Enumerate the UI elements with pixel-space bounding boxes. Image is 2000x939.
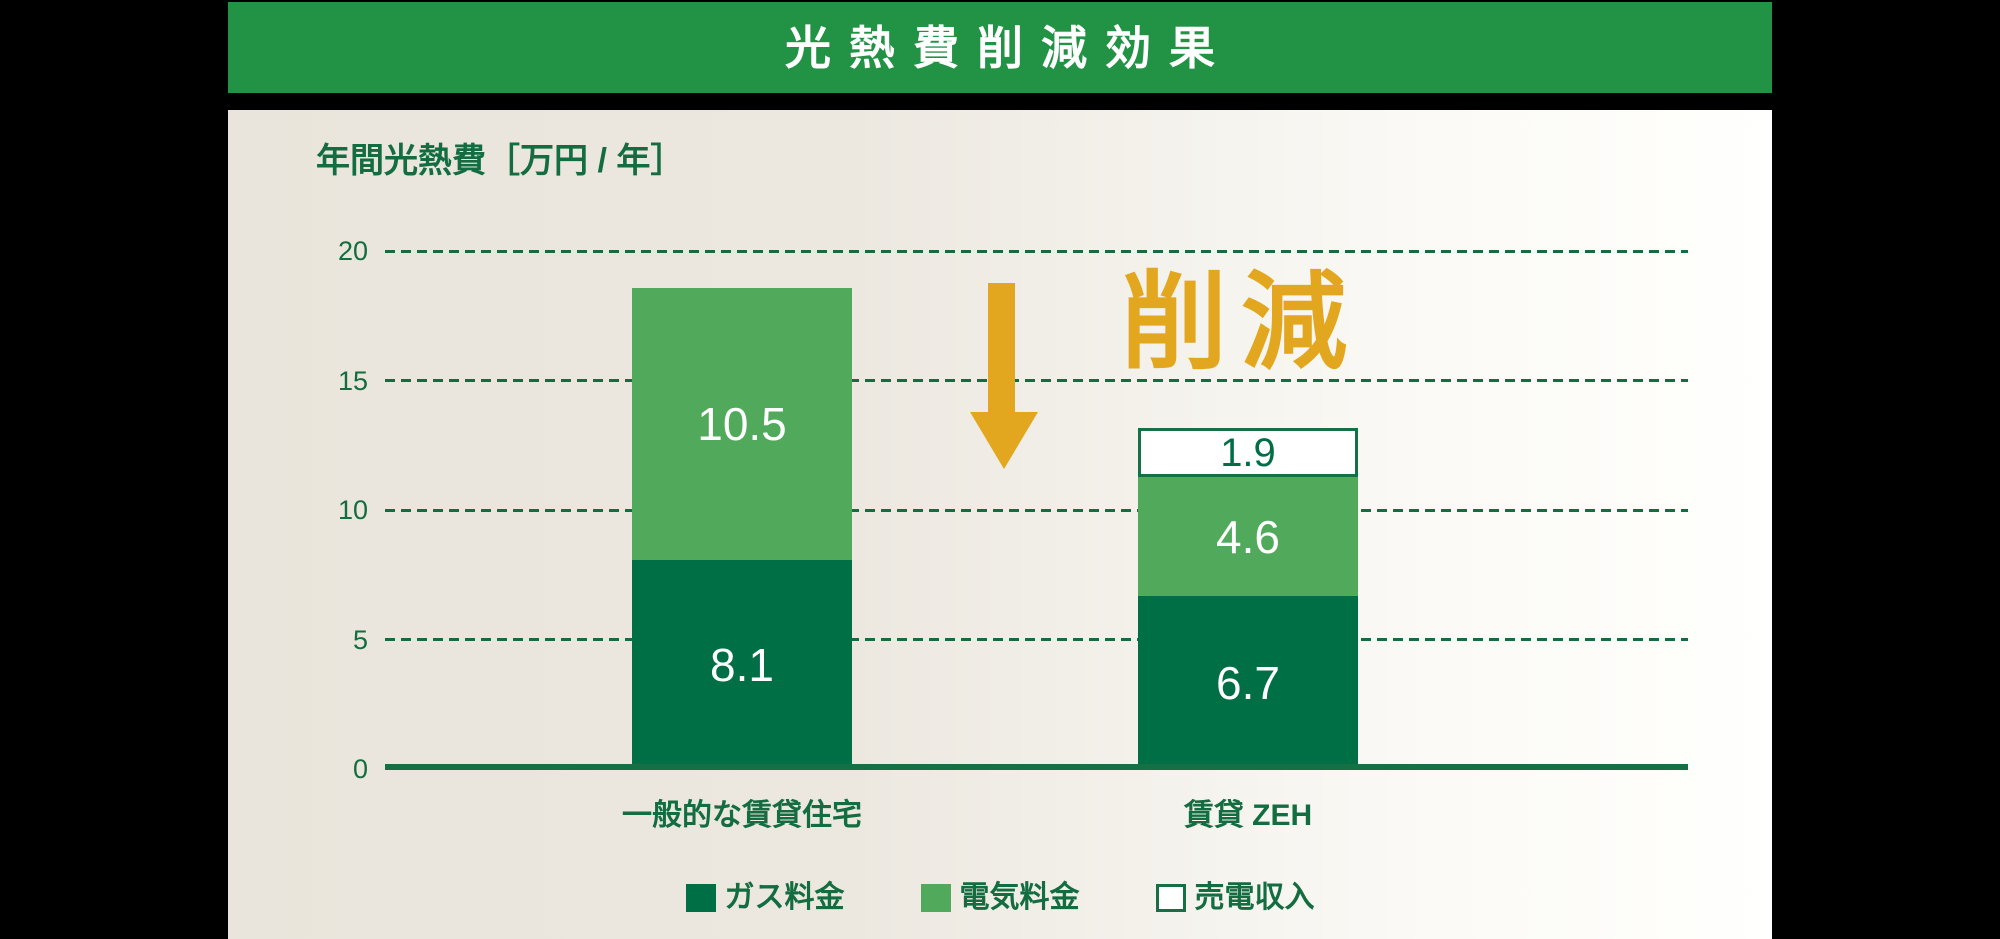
bar-value-label: 4.6 <box>1216 510 1280 563</box>
bar-value-label: 6.7 <box>1216 657 1280 710</box>
category-label-1: 一般的な賃貸住宅 <box>622 799 862 832</box>
gridline-20 <box>385 249 1688 253</box>
legend-item-売電収入: 売電収入 <box>1155 881 1315 914</box>
legend-label: ガス料金 <box>724 881 845 914</box>
bar-segment-電気料金: 10.5 <box>632 288 852 561</box>
legend-swatch-icon <box>1155 884 1186 912</box>
bar-segment-ガス料金: 6.7 <box>1138 596 1358 770</box>
category-label-2: 賃貸 ZEH <box>1183 799 1313 832</box>
y-tick-label-15: 15 <box>337 365 368 396</box>
legend-swatch-icon <box>685 884 716 912</box>
y-tick-label-10: 10 <box>337 495 368 525</box>
legend-label: 売電収入 <box>1194 881 1315 914</box>
bar-value-label: 1.9 <box>1220 430 1276 475</box>
gridline-5 <box>385 638 1688 641</box>
legend-item-ガス料金: ガス料金 <box>685 881 845 914</box>
bar-segment-ガス料金: 8.1 <box>632 560 852 770</box>
gridline-10 <box>385 508 1688 512</box>
legend: ガス料金 電気料金 売電収入 <box>228 883 1772 913</box>
bar-segment-売電収入: 1.9 <box>1138 428 1358 478</box>
title-bar: 光熱費削減効果 <box>228 2 1772 93</box>
bar-一般的な賃貸住宅: 10.5 8.1 <box>632 288 852 770</box>
legend-label: 電気料金 <box>959 881 1080 914</box>
gridline-15 <box>385 379 1688 382</box>
down-arrow-icon <box>988 283 1015 413</box>
bar-賃貸 ZEH: 1.9 4.6 6.7 <box>1138 428 1358 770</box>
page-title: 光熱費削減効果 <box>785 21 1233 74</box>
y-tick-label-5: 5 <box>352 624 368 655</box>
reduction-annotation: 削減 <box>1121 264 1361 382</box>
chart-panel: 年間光熱費［万円 / 年］ 20 15 10 5 0 10.5 8.1 1.9 4.6 6.7 … <box>228 110 1772 939</box>
bar-segment-電気料金: 4.6 <box>1138 477 1358 597</box>
y-axis-title: 年間光熱費［万円 / 年］ <box>316 142 685 180</box>
legend-swatch-icon <box>920 884 951 912</box>
bar-value-label: 8.1 <box>710 639 774 692</box>
y-tick-label-20: 20 <box>337 236 368 266</box>
x-axis-line <box>385 764 1688 770</box>
down-arrow-head-icon <box>970 412 1038 469</box>
y-tick-label-0: 0 <box>352 754 368 784</box>
bar-value-label: 10.5 <box>697 398 787 451</box>
legend-item-電気料金: 電気料金 <box>920 881 1080 914</box>
